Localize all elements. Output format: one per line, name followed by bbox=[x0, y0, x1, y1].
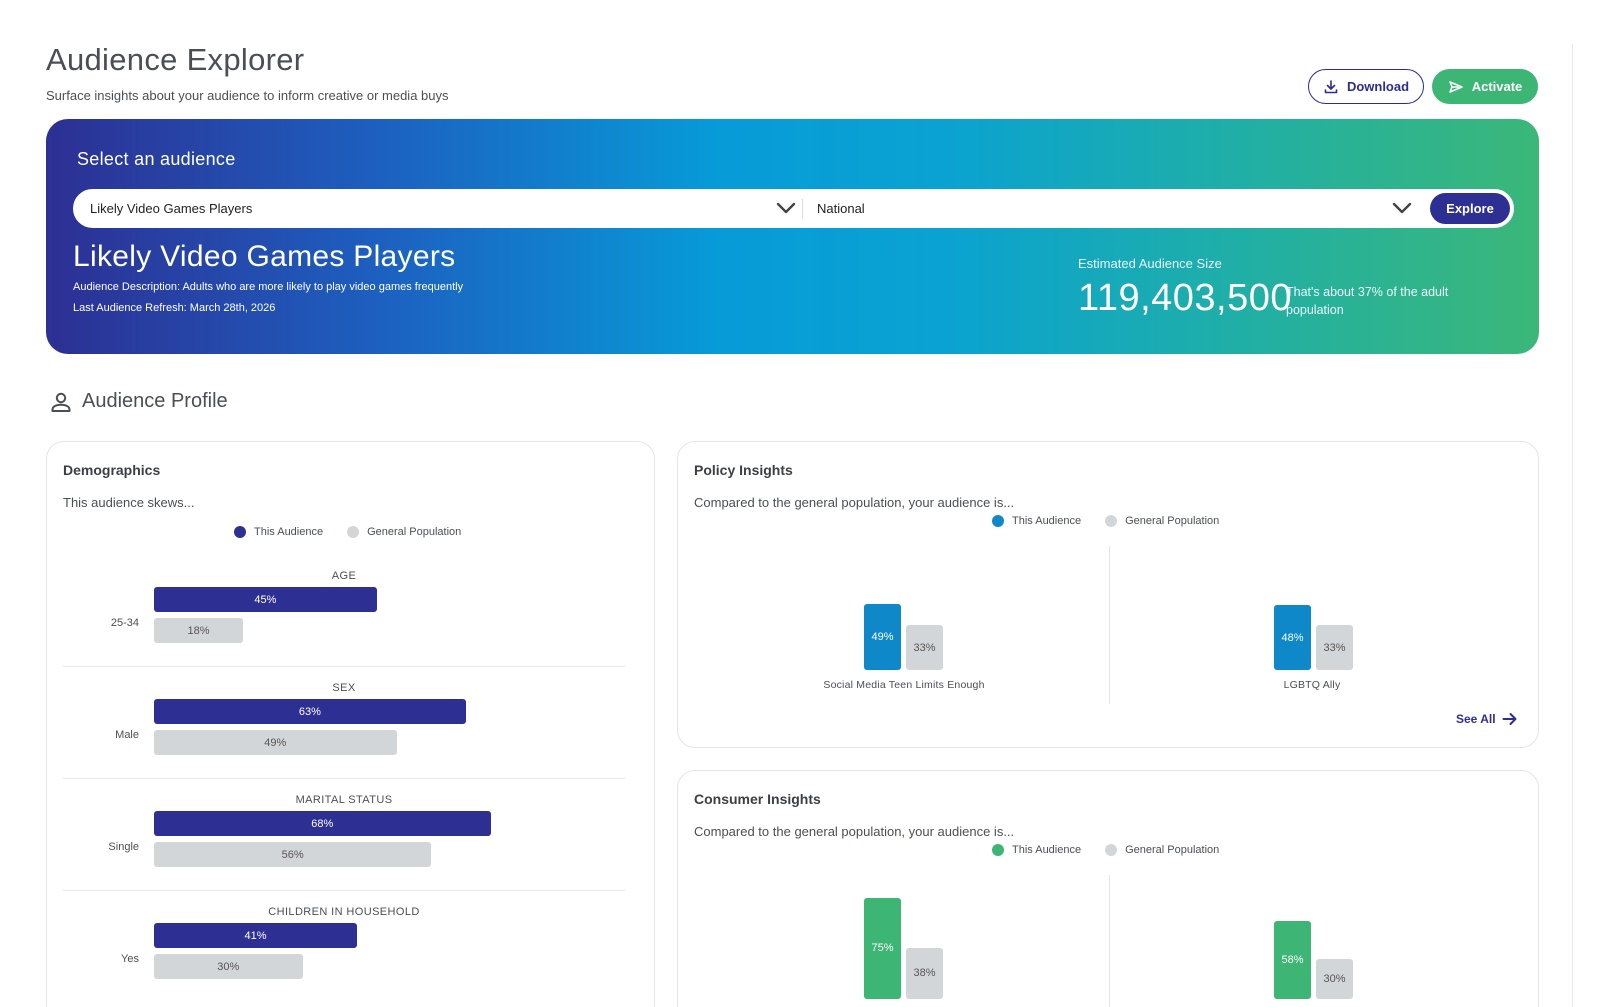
bar-this-audience: 48% bbox=[1274, 605, 1311, 670]
demographics-legend: This Audience General Population bbox=[234, 526, 461, 538]
consumer-legend: This Audience General Population bbox=[992, 844, 1219, 856]
divider bbox=[63, 890, 625, 891]
demographic-label: Single bbox=[108, 841, 139, 853]
policy-insights-title: Policy Insights bbox=[694, 462, 793, 478]
demographics-card: Demographics This audience skews... This… bbox=[46, 441, 655, 1007]
consumer-insights-title: Consumer Insights bbox=[694, 791, 821, 807]
policy-insights-card: Policy Insights Compared to the general … bbox=[677, 441, 1539, 748]
audience-select[interactable]: Likely Video Games Players bbox=[90, 201, 253, 216]
divider bbox=[63, 778, 625, 779]
legend-item-this-audience: This Audience bbox=[992, 844, 1081, 856]
demographics-subtitle: This audience skews... bbox=[63, 495, 195, 510]
legend-item-this-audience: This Audience bbox=[234, 526, 323, 538]
bar-this-audience: 75% bbox=[864, 897, 901, 999]
activate-button-label: Activate bbox=[1471, 79, 1523, 94]
legend-label: This Audience bbox=[1012, 515, 1082, 527]
audience-description: Audience Description: Adults who are mor… bbox=[73, 281, 464, 293]
chevron-down-icon[interactable] bbox=[775, 199, 797, 222]
bar-general-population: 38% bbox=[906, 947, 943, 999]
estimated-size-note: That's about 37% of the adult population bbox=[1286, 285, 1449, 317]
demographic-category: MARITAL STATUS bbox=[295, 794, 393, 806]
legend-swatch-audience bbox=[992, 515, 1004, 527]
demographics-title: Demographics bbox=[63, 462, 161, 478]
arrow-right-icon bbox=[1502, 712, 1518, 726]
selector-divider bbox=[802, 199, 803, 219]
legend-item-general-population: General Population bbox=[1105, 515, 1219, 527]
bar-this-audience: 49% bbox=[864, 603, 901, 670]
divider bbox=[63, 666, 625, 667]
legend-swatch-general bbox=[1105, 515, 1118, 527]
legend-label: General Population bbox=[1125, 515, 1220, 527]
legend-swatch-general bbox=[1105, 844, 1118, 856]
download-button[interactable]: Download bbox=[1308, 69, 1424, 104]
page-subtitle: Surface insights about your audience to … bbox=[46, 88, 449, 103]
bar-general-population: 33% bbox=[1316, 625, 1353, 670]
see-all-label: See All bbox=[1456, 712, 1496, 726]
page-right-border bbox=[1572, 44, 1573, 1007]
legend-item-this-audience: This Audience bbox=[992, 515, 1081, 527]
audience-profile-heading: Audience Profile bbox=[50, 390, 228, 413]
audience-profile-title: Audience Profile bbox=[82, 390, 228, 412]
demographic-group-children: CHILDREN IN HOUSEHOLD Yes 41% 30% bbox=[63, 906, 625, 1007]
select-audience-heading: Select an audience bbox=[77, 149, 236, 169]
demographic-group-age: AGE 25-34 45% 18% bbox=[63, 570, 625, 682]
audience-selector-panel: Select an audience Likely Video Games Pl… bbox=[46, 119, 1539, 354]
consumer-insights-card: Consumer Insights Compared to the genera… bbox=[677, 770, 1539, 1007]
demographic-category: AGE bbox=[331, 570, 357, 582]
send-icon bbox=[1448, 79, 1464, 95]
person-icon bbox=[50, 391, 72, 413]
chevron-down-icon[interactable] bbox=[1391, 199, 1413, 222]
policy-item-label: Social Media Teen Limits Enough bbox=[823, 679, 985, 691]
download-icon bbox=[1323, 79, 1339, 95]
audience-selector-bar: Likely Video Games Players National Expl… bbox=[73, 189, 1514, 228]
column-divider bbox=[1109, 546, 1110, 704]
download-button-label: Download bbox=[1346, 79, 1410, 94]
bar-general-population: 56% bbox=[154, 842, 432, 867]
estimated-size-value: 119,403,500 bbox=[1078, 277, 1292, 319]
region-select[interactable]: National bbox=[817, 201, 865, 216]
legend-label: General Population bbox=[1125, 844, 1220, 856]
policy-item-label: LGBTQ Ally bbox=[1283, 679, 1341, 691]
demographic-category: CHILDREN IN HOUSEHOLD bbox=[268, 906, 420, 918]
demographic-group-sex: SEX Male 63% 49% bbox=[63, 682, 625, 794]
bar-general-population: 30% bbox=[154, 954, 303, 979]
legend-label: This Audience bbox=[254, 526, 324, 538]
demographic-label: Yes bbox=[121, 953, 139, 965]
audience-last-refresh: Last Audience Refresh: March 28th, 2026 bbox=[73, 302, 276, 314]
page-title: Audience Explorer bbox=[46, 42, 305, 77]
bar-this-audience: 68% bbox=[154, 811, 491, 836]
consumer-insights-subtitle: Compared to the general population, your… bbox=[694, 824, 1015, 839]
demographic-group-marital-status: MARITAL STATUS Single 68% 56% bbox=[63, 794, 625, 906]
legend-item-general-population: General Population bbox=[347, 526, 461, 538]
legend-label: This Audience bbox=[1012, 844, 1082, 856]
demographic-label: Male bbox=[115, 729, 139, 741]
demographic-category: SEX bbox=[332, 682, 356, 694]
policy-legend: This Audience General Population bbox=[992, 515, 1219, 527]
bar-this-audience: 45% bbox=[154, 587, 377, 612]
legend-swatch-audience bbox=[992, 844, 1004, 856]
bar-general-population: 30% bbox=[1316, 958, 1353, 999]
legend-swatch-audience bbox=[234, 526, 246, 538]
column-divider bbox=[1109, 875, 1110, 1007]
bar-general-population: 49% bbox=[154, 730, 397, 755]
bar-this-audience: 41% bbox=[154, 923, 357, 948]
legend-item-general-population: General Population bbox=[1105, 844, 1219, 856]
bar-general-population: 33% bbox=[906, 625, 943, 670]
policy-insights-subtitle: Compared to the general population, your… bbox=[694, 495, 1015, 510]
explore-button[interactable]: Explore bbox=[1430, 193, 1510, 224]
estimated-size-label: Estimated Audience Size bbox=[1078, 256, 1222, 271]
bar-this-audience: 63% bbox=[154, 699, 466, 724]
legend-label: General Population bbox=[367, 526, 462, 538]
audience-name: Likely Video Games Players bbox=[73, 240, 456, 273]
legend-swatch-general bbox=[347, 526, 360, 538]
activate-button[interactable]: Activate bbox=[1432, 69, 1538, 104]
bar-this-audience: 58% bbox=[1274, 920, 1311, 999]
demographic-label: 25-34 bbox=[110, 617, 139, 629]
see-all-link[interactable]: See All bbox=[1456, 712, 1518, 726]
bar-general-population: 18% bbox=[154, 618, 244, 643]
